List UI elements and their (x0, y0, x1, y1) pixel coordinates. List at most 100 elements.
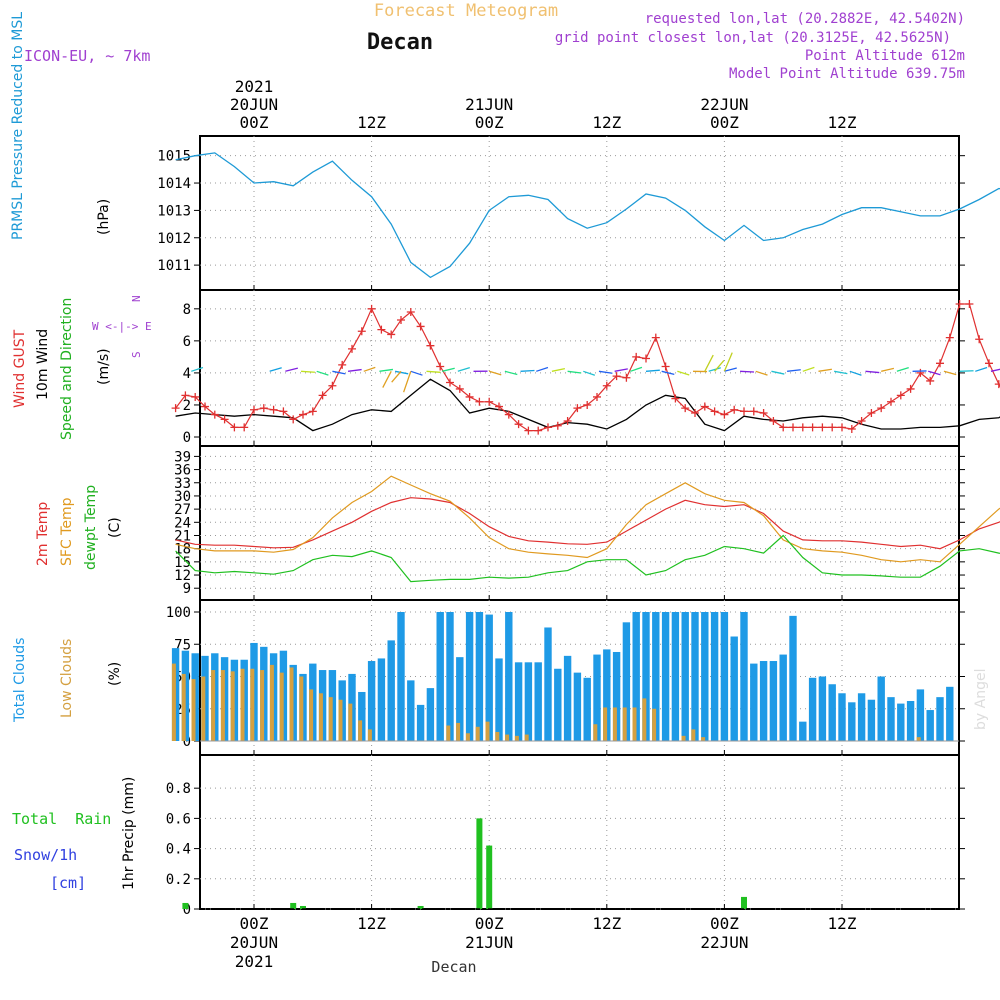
pressure-line (175, 152, 1000, 279)
top-year-label: 2021 (235, 77, 274, 96)
rain-bar (417, 905, 424, 909)
y-tick-label: 1011 (157, 258, 191, 274)
gust-marker (877, 404, 886, 413)
gust-marker (426, 341, 435, 350)
total-cloud-bar (671, 612, 680, 741)
gust-marker (759, 408, 768, 417)
total-cloud-bar (897, 703, 905, 741)
wind-arrow (614, 368, 628, 372)
top-date-label: 22JUN (700, 95, 748, 114)
gust-marker (553, 421, 562, 430)
low-cloud-bar (475, 726, 480, 741)
location-title: Decan (367, 30, 433, 55)
top-hour-label: 00Z (710, 113, 739, 132)
gust-marker (495, 402, 503, 411)
total-cloud-bar (828, 684, 836, 741)
wind-arrow (724, 367, 737, 372)
low-cloud-bar (260, 670, 265, 741)
wind-arrow (928, 370, 941, 376)
bottom-date-label: 21JUN (465, 933, 513, 952)
y-tick-label: 0 (183, 734, 191, 750)
rain-bar (300, 905, 306, 909)
low-cloud-bar (642, 698, 647, 741)
gust-marker (348, 344, 356, 353)
total-cloud-bar (465, 612, 474, 741)
total-cloud-bar (681, 612, 689, 741)
wind-arrow (489, 370, 502, 376)
gust-marker (259, 404, 268, 413)
wind-arrow (740, 370, 755, 373)
low-cloud-bar (446, 725, 451, 741)
wind-arrow-strong (723, 352, 733, 372)
wind-dir-label: Speed and Direction (59, 298, 75, 440)
gust-marker (975, 335, 984, 344)
wind-arrow (959, 370, 974, 372)
total-cloud-bar (573, 672, 582, 741)
y-tick-label: 0.2 (166, 872, 191, 888)
low-cloud-bar (230, 671, 235, 741)
wind-labels: Wind GUST 10m Wind Speed and Direction (… (12, 295, 152, 440)
gust-marker (779, 423, 788, 432)
total-cloud-bar (936, 697, 944, 741)
y-tick-label: 1012 (157, 231, 191, 247)
wind-arrow-strong (403, 371, 412, 393)
low-cloud-bar (514, 735, 519, 741)
low-cloud-bar (367, 729, 372, 741)
gust-marker (328, 381, 337, 390)
bottom-hour-label: 12Z (592, 914, 621, 933)
total-cloud-bar (789, 615, 797, 741)
total-clouds-label: Total Clouds (12, 638, 28, 723)
wind-ylabel: (m/s) (96, 348, 112, 385)
total-cloud-bar (514, 662, 523, 741)
low-cloud-bar (916, 737, 921, 741)
total-cloud-bar (730, 636, 738, 741)
gust-marker (749, 407, 758, 416)
wind-gust-label: Wind GUST (12, 329, 28, 408)
gust-marker (945, 333, 954, 342)
low-cloud-bar (309, 689, 314, 741)
grid-coords: grid point closest lon,lat (20.3125E, 42… (555, 30, 951, 46)
wind-arrow (504, 370, 518, 376)
total-cloud-bar (720, 612, 729, 741)
wind-arrow (802, 366, 815, 372)
wind-10m-label: 10m Wind (35, 329, 51, 400)
gust-marker (622, 373, 631, 382)
total-cloud-bar (534, 662, 542, 741)
wind-arrow (457, 367, 470, 372)
wind-arrow (849, 370, 862, 376)
low-cloud-bar (632, 707, 637, 741)
gust-marker (318, 391, 327, 400)
gust-marker (583, 400, 592, 409)
total-cloud-bar (661, 612, 670, 741)
total-cloud-bar (544, 627, 552, 741)
gust-marker (681, 404, 690, 413)
total-cloud-bar (838, 693, 846, 741)
top-hour-label: 00Z (475, 113, 504, 132)
total-cloud-bar (495, 658, 503, 741)
wind-panel: 0 2 4 6 8 (172, 290, 1000, 447)
gust-marker (730, 405, 739, 414)
gust-marker (661, 362, 670, 371)
gust-marker (926, 376, 935, 385)
temp-dew-line (175, 534, 1000, 583)
temp-sfc-label: SFC Temp (59, 497, 75, 566)
y-tick-label: 4 (183, 366, 191, 382)
gust-marker (436, 362, 445, 371)
gust-marker (455, 384, 464, 393)
gust-marker (279, 407, 288, 416)
y-tick-label: 1013 (157, 203, 191, 219)
wind-arrow (551, 367, 565, 372)
gust-marker (573, 404, 582, 413)
low-cloud-bar (240, 668, 245, 741)
total-cloud-bar (926, 710, 934, 741)
total-cloud-bar (446, 612, 454, 741)
requested-coords: requested lon,lat (20.2882E, 42.5402N) (645, 11, 965, 27)
wind-arrow (896, 366, 909, 372)
gust-marker (534, 426, 543, 435)
gust-marker (867, 408, 876, 417)
low-cloud-bar (593, 724, 598, 741)
bottom-hour-label: 00Z (475, 914, 504, 933)
wind-arrow (881, 367, 895, 372)
low-cloud-bar (505, 734, 510, 741)
low-cloud-bar (681, 735, 686, 741)
